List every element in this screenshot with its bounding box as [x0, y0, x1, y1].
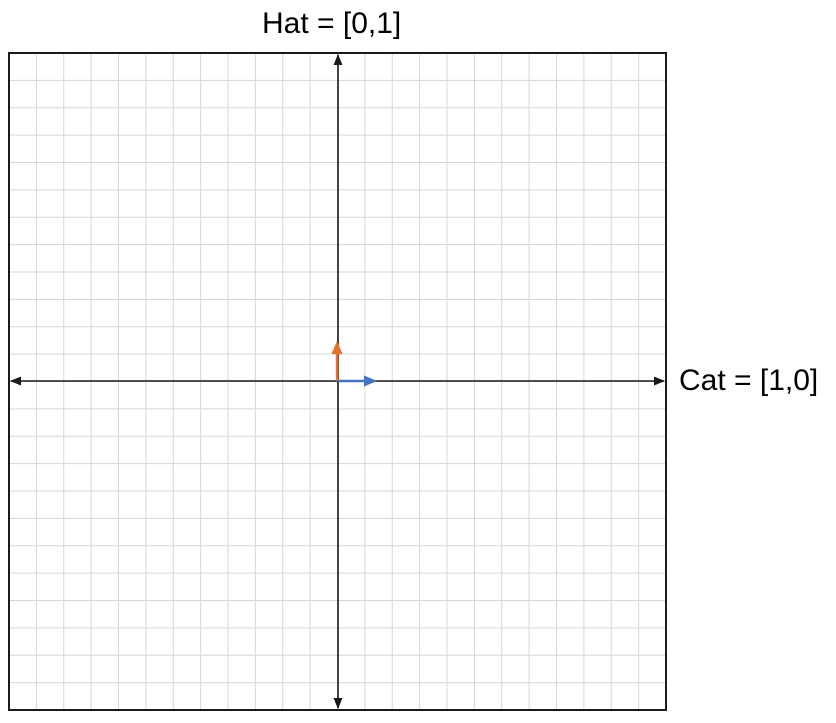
y-axis-label: Hat = [0,1] — [262, 7, 402, 40]
x-axis-label: Cat = [1,0] — [679, 364, 819, 397]
cat-vector-arrowhead — [364, 375, 377, 387]
hat-vector-arrowhead — [331, 341, 343, 354]
hat-vector-arrow — [331, 341, 343, 381]
cat-vector-arrow — [338, 375, 377, 387]
plot-frame — [8, 52, 667, 711]
